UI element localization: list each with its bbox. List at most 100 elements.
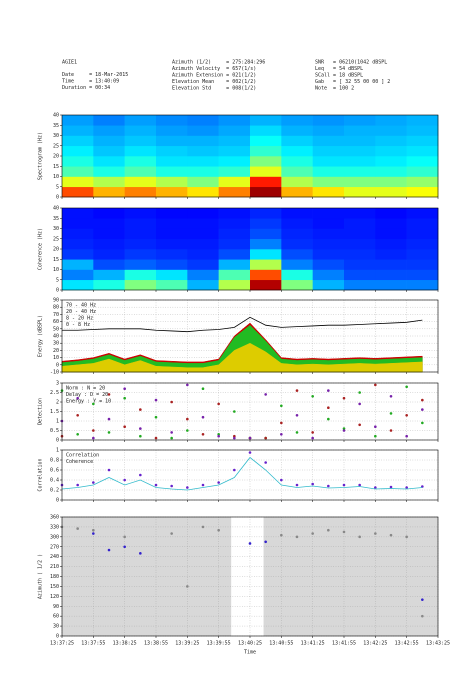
- heatmap-cell: [124, 186, 157, 198]
- heatmap-cell: [344, 166, 376, 177]
- y-tick-label: 10: [53, 267, 59, 273]
- x-tick-label: 13:38:55: [144, 641, 168, 647]
- line: [62, 316, 423, 333]
- point: [405, 535, 408, 539]
- point: [233, 468, 236, 472]
- x-tick-label: 13:39:55: [207, 641, 231, 647]
- point: [358, 402, 361, 406]
- heatmap-cell: [281, 208, 313, 219]
- heatmap-cell: [187, 156, 219, 167]
- heatmap-cell: [344, 279, 376, 291]
- y-tick-label: 80: [53, 305, 59, 311]
- point: [280, 404, 283, 408]
- point: [154, 398, 158, 402]
- y-axis-label: Coherence (Hz): [38, 228, 44, 270]
- point: [170, 484, 173, 488]
- heatmap-cell: [124, 115, 157, 126]
- y-tick-label: 40: [53, 206, 59, 212]
- x-tick-label: 13:39:25: [175, 641, 199, 647]
- y-tick-label: 20: [53, 154, 59, 160]
- point: [311, 532, 314, 535]
- point: [107, 417, 111, 421]
- point: [295, 431, 299, 434]
- y-tick-label: 15: [53, 164, 59, 170]
- point: [217, 528, 220, 532]
- heatmap-cell: [375, 228, 407, 240]
- point: [248, 436, 252, 440]
- y-tick-label: 35: [53, 216, 59, 222]
- heatmap-cell: [281, 238, 313, 250]
- heatmap-cell: [375, 238, 407, 250]
- point: [201, 525, 205, 529]
- point: [123, 535, 126, 539]
- y-tick-label: 330: [50, 524, 59, 530]
- point: [389, 412, 393, 415]
- heatmap-cell: [406, 208, 439, 219]
- heatmap-cell: [62, 186, 94, 198]
- heatmap-cell: [156, 186, 188, 198]
- y-tick-label: 10: [53, 355, 59, 361]
- header-text: Elevation Std = 008(1/2): [172, 86, 256, 92]
- point: [123, 396, 126, 400]
- heatmap-cell: [344, 238, 376, 250]
- y-tick-label: 50: [53, 326, 59, 332]
- heatmap-cell: [344, 218, 376, 229]
- header-text: Gab = [ 32 55 00 00 ] 2: [315, 79, 390, 85]
- point: [295, 535, 299, 539]
- point: [421, 598, 424, 601]
- y-tick-label: 120: [50, 594, 59, 600]
- heatmap-cell: [375, 115, 407, 126]
- heatmap-cell: [93, 279, 125, 291]
- point: [295, 389, 299, 392]
- point: [264, 540, 267, 544]
- heatmap-cell: [156, 145, 188, 157]
- point: [264, 461, 267, 464]
- point: [421, 485, 424, 488]
- point: [123, 545, 126, 549]
- point: [233, 434, 236, 438]
- heatmap-cell: [375, 166, 407, 177]
- heatmap-cell: [124, 228, 157, 240]
- heatmap-cell: [124, 259, 157, 270]
- heatmap-cell: [375, 135, 407, 147]
- point: [186, 417, 189, 421]
- y-tick-label: 1: [56, 448, 59, 454]
- heatmap-cell: [250, 186, 282, 198]
- x-tick-label: 13:42:55: [395, 641, 419, 647]
- point: [186, 585, 189, 588]
- heatmap-cell: [187, 249, 219, 260]
- heatmap-cell: [281, 249, 313, 260]
- heatmap-cell: [62, 166, 94, 177]
- point: [201, 387, 205, 391]
- heatmap-cell: [62, 269, 94, 281]
- legend-entry: Coherence: [66, 459, 93, 465]
- point: [92, 402, 95, 406]
- header-text: Elevation Mean = 002(1/2): [172, 79, 256, 85]
- y-tick-label: 0.6: [50, 468, 59, 474]
- heatmap-cell: [156, 249, 188, 260]
- heatmap-cell: [250, 135, 282, 147]
- point: [374, 486, 377, 489]
- point: [374, 434, 377, 438]
- heatmap-cell: [124, 125, 157, 136]
- heatmap-cell: [344, 208, 376, 219]
- y-tick-label: 0: [56, 195, 59, 201]
- y-tick-label: 30: [53, 133, 59, 139]
- point: [107, 393, 111, 396]
- heatmap-cell: [218, 186, 251, 198]
- point: [327, 389, 330, 392]
- heatmap-cell: [250, 218, 282, 229]
- heatmap-cell: [312, 218, 345, 229]
- point: [264, 393, 267, 396]
- header-text: SCall = 18 dBSPL: [315, 73, 363, 79]
- heatmap-cell: [156, 208, 188, 219]
- point: [342, 427, 346, 430]
- y-tick-label: 0: [56, 498, 59, 504]
- point: [295, 483, 299, 487]
- point: [92, 429, 95, 432]
- legend-entry: Correlation: [66, 453, 99, 459]
- line: [61, 456, 423, 491]
- y-tick-label: -10: [50, 370, 59, 376]
- heatmap-cell: [187, 228, 219, 240]
